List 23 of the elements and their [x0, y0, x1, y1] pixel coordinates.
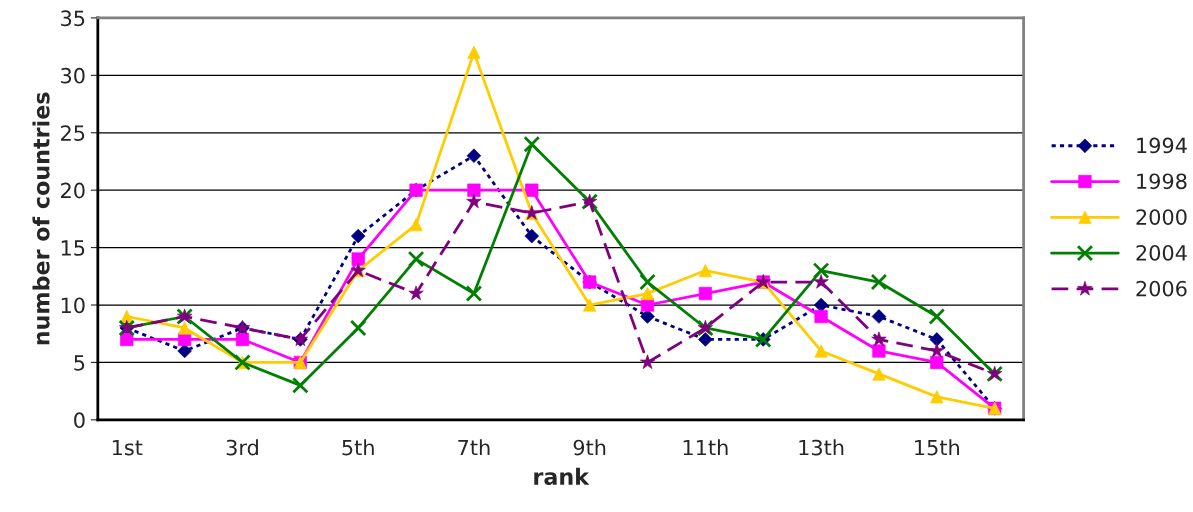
- y-axis-title: number of countries: [32, 92, 50, 345]
- x-tick-label: 1st: [112, 439, 143, 456]
- x-tick-label: 15th: [915, 439, 959, 456]
- legend-label: 2000: [1136, 209, 1187, 225]
- y-tick-label: 35: [61, 10, 85, 27]
- y-tick-label: 10: [61, 297, 85, 314]
- legend-label: 2004: [1136, 244, 1187, 261]
- x-tick-label: 3rd: [226, 439, 258, 456]
- legend-label: 1998: [1137, 173, 1187, 190]
- x-tick-label: 11th: [683, 439, 728, 456]
- x-axis-title: rank: [534, 467, 590, 485]
- y-tick-label: 0: [74, 412, 85, 429]
- x-tick-label: 9th: [573, 439, 606, 456]
- y-tick-label: 25: [61, 125, 85, 141]
- legend-label: 2006: [1136, 280, 1187, 297]
- y-tick-label: 5: [74, 355, 85, 371]
- y-tick-label: 15: [61, 240, 85, 256]
- y-tick-label: 30: [61, 67, 85, 84]
- legend-label: 1994: [1137, 137, 1187, 154]
- y-tick-label: 20: [61, 182, 85, 199]
- x-tick-label: 5th: [342, 439, 374, 456]
- x-tick-label: 7th: [458, 439, 490, 456]
- x-tick-label: 13th: [799, 439, 844, 456]
